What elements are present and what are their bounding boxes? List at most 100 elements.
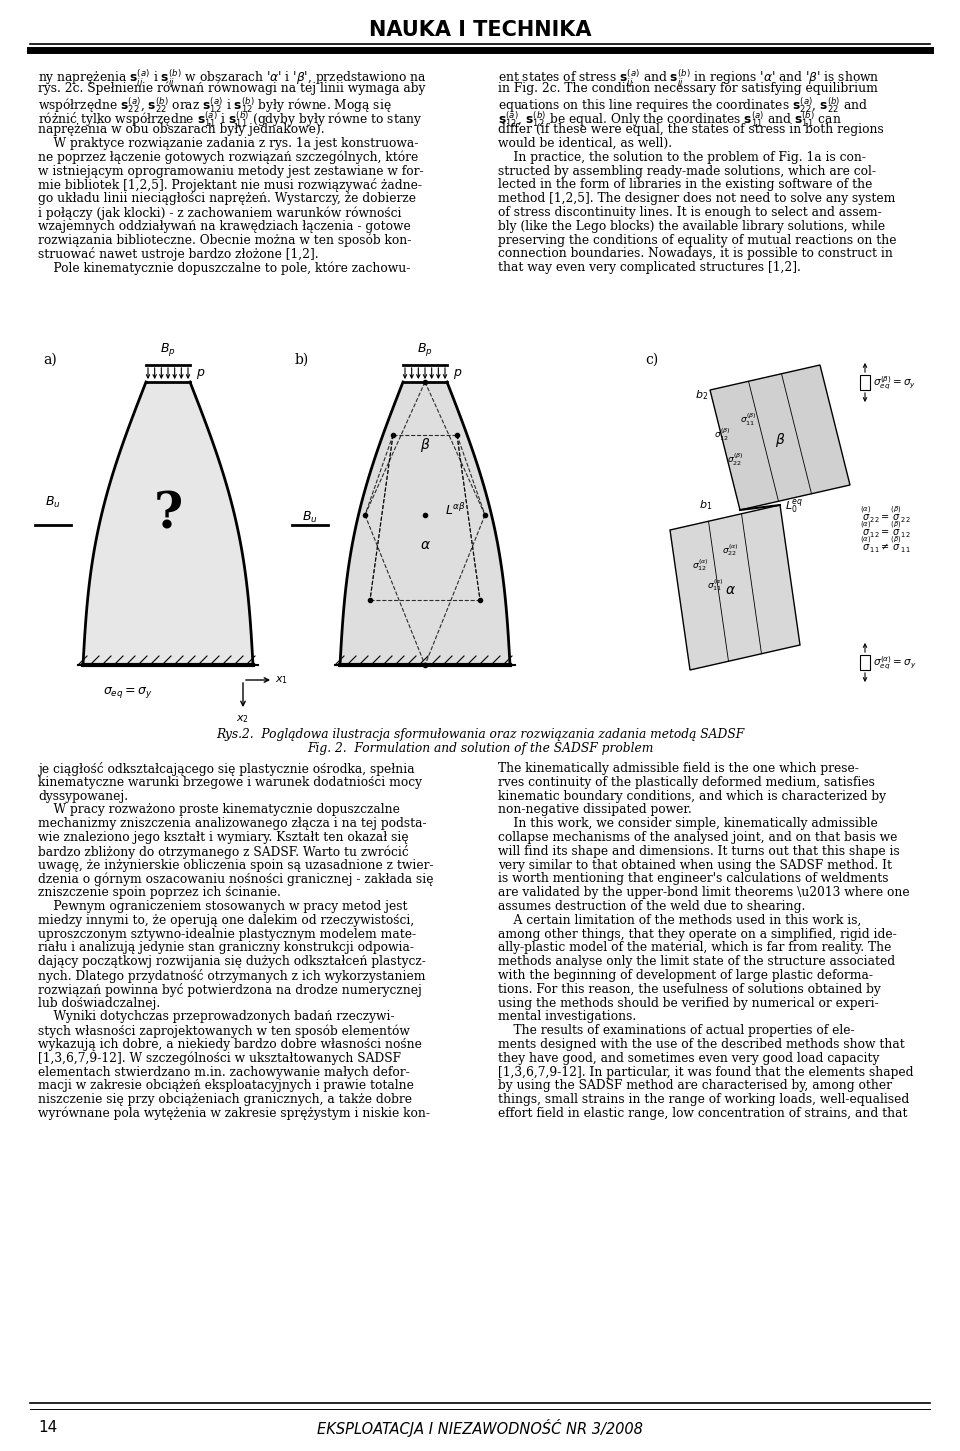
Text: stych własności zaprojektowanych w ten sposób elementów: stych własności zaprojektowanych w ten s… <box>38 1024 410 1037</box>
Text: $\mathbf{s}_{12}^{(a)}$, $\mathbf{s}_{12}^{(b)}$ be equal. Only the coordinates : $\mathbf{s}_{12}^{(a)}$, $\mathbf{s}_{12… <box>498 109 842 129</box>
Text: $\sigma_{22}^{(\beta)}$: $\sigma_{22}^{(\beta)}$ <box>727 451 743 469</box>
Text: rozwiązania biblioteczne. Obecnie można w ten sposób kon-: rozwiązania biblioteczne. Obecnie można … <box>38 234 412 247</box>
Text: uwagę, że inżynierskie obliczenia spoin są uzasadnione z twier-: uwagę, że inżynierskie obliczenia spoin … <box>38 859 434 872</box>
Text: wie znaleziono jego kształt i wymiary. Kształt ten okazał się: wie znaleziono jego kształt i wymiary. K… <box>38 831 409 844</box>
Text: kinematyczne warunki brzegowe i warunek dodatniości mocy: kinematyczne warunki brzegowe i warunek … <box>38 776 422 789</box>
Text: $\sigma_{11}^{(\beta)}$: $\sigma_{11}^{(\beta)}$ <box>740 412 756 428</box>
Text: among other things, that they operate on a simplified, rigid ide-: among other things, that they operate on… <box>498 927 897 940</box>
Text: they have good, and sometimes even very good load capacity: they have good, and sometimes even very … <box>498 1052 879 1065</box>
Text: Fig. 2.  Formulation and solution of the SADSF problem: Fig. 2. Formulation and solution of the … <box>307 741 653 755</box>
Text: lected in the form of libraries in the existing software of the: lected in the form of libraries in the e… <box>498 178 873 192</box>
Text: $B_u$: $B_u$ <box>45 495 60 509</box>
Text: 14: 14 <box>38 1421 58 1435</box>
Text: are validated by the upper-bond limit theorems \u2013 where one: are validated by the upper-bond limit th… <box>498 887 910 900</box>
Text: rys. 2c. Spełnienie równań równowagi na tej linii wymaga aby: rys. 2c. Spełnienie równań równowagi na … <box>38 81 425 96</box>
Text: $L^{\alpha\beta}$: $L^{\alpha\beta}$ <box>445 502 466 518</box>
Text: $\beta$: $\beta$ <box>420 435 430 454</box>
Text: $\sigma_{eq}=\sigma_y$: $\sigma_{eq}=\sigma_y$ <box>103 685 153 699</box>
Text: Wyniki dotychczas przeprowadzonych badań rzeczywi-: Wyniki dotychczas przeprowadzonych badań… <box>38 1010 395 1023</box>
Text: method [1,2,5]. The designer does not need to solve any system: method [1,2,5]. The designer does not ne… <box>498 192 896 205</box>
Text: lub doświadczalnej.: lub doświadczalnej. <box>38 997 160 1010</box>
Text: is worth mentioning that engineer's calculations of weldments: is worth mentioning that engineer's calc… <box>498 872 889 885</box>
Text: $\sigma_{eq}^{(\beta)}=\sigma_y$: $\sigma_{eq}^{(\beta)}=\sigma_y$ <box>873 374 917 392</box>
Text: bly (like the Lego blocks) the available library solutions, while: bly (like the Lego blocks) the available… <box>498 219 885 232</box>
Text: Pole kinematycznie dopuszczalne to pole, które zachowu-: Pole kinematycznie dopuszczalne to pole,… <box>38 261 410 274</box>
Text: $\overset{(\alpha)}{\sigma}_{11} \neq \overset{(\beta)}{\sigma}_{11}$: $\overset{(\alpha)}{\sigma}_{11} \neq \o… <box>860 534 911 556</box>
Text: macji w zakresie obciążeń eksploatacyjnych i prawie totalne: macji w zakresie obciążeń eksploatacyjny… <box>38 1080 414 1093</box>
Text: effort field in elastic range, low concentration of strains, and that: effort field in elastic range, low conce… <box>498 1107 907 1120</box>
Text: riału i analizują jedynie stan graniczny konstrukcji odpowia-: riału i analizują jedynie stan graniczny… <box>38 942 414 955</box>
Text: je ciągłość odkształcającego się plastycznie ośrodka, spełnia: je ciągłość odkształcającego się plastyc… <box>38 762 415 776</box>
Text: miedzy innymi to, że operują one dalekim od rzeczywistości,: miedzy innymi to, że operują one dalekim… <box>38 914 415 927</box>
Text: a): a) <box>43 353 57 367</box>
Text: struować nawet ustroje bardzo złożone [1,2].: struować nawet ustroje bardzo złożone [1… <box>38 248 319 261</box>
Text: with the beginning of development of large plastic deforma-: with the beginning of development of lar… <box>498 969 873 982</box>
Text: ally-plastic model of the material, which is far from reality. The: ally-plastic model of the material, whic… <box>498 942 892 955</box>
Text: $L_0^{eq}$: $L_0^{eq}$ <box>785 498 804 517</box>
Text: W praktyce rozwiązanie zadania z rys. 1a jest konstruowa-: W praktyce rozwiązanie zadania z rys. 1a… <box>38 136 419 149</box>
Text: A certain limitation of the methods used in this work is,: A certain limitation of the methods used… <box>498 914 861 927</box>
Text: ments designed with the use of the described methods show that: ments designed with the use of the descr… <box>498 1037 904 1051</box>
Text: dający początkowj rozwijania się dużych odkształceń plastycz-: dający początkowj rozwijania się dużych … <box>38 955 426 968</box>
Polygon shape <box>670 505 800 670</box>
Text: methods analyse only the limit state of the structure associated: methods analyse only the limit state of … <box>498 955 895 968</box>
Text: $\sigma_{eq}^{(\alpha)}=\sigma_y$: $\sigma_{eq}^{(\alpha)}=\sigma_y$ <box>873 654 917 672</box>
Text: $x_1$: $x_1$ <box>275 675 288 686</box>
Text: using the methods should be verified by numerical or experi-: using the methods should be verified by … <box>498 997 878 1010</box>
Text: $\sigma_{22}^{(\alpha)}$: $\sigma_{22}^{(\alpha)}$ <box>722 543 738 557</box>
Text: will find its shape and dimensions. It turns out that this shape is: will find its shape and dimensions. It t… <box>498 844 900 858</box>
Text: dzenia o górnym oszacowaniu nośności granicznej - zakłada się: dzenia o górnym oszacowaniu nośności gra… <box>38 872 434 887</box>
Text: preserving the conditions of equality of mutual reactions on the: preserving the conditions of equality of… <box>498 234 897 247</box>
Text: nych. Dlatego przydatność otrzymanych z ich wykorzystaniem: nych. Dlatego przydatność otrzymanych z … <box>38 969 425 982</box>
Text: rozwiązań powinna być potwierdzona na drodze numerycznej: rozwiązań powinna być potwierdzona na dr… <box>38 982 421 997</box>
Text: of stress discontinuity lines. It is enough to select and assem-: of stress discontinuity lines. It is eno… <box>498 206 881 219</box>
Text: $x_2$: $x_2$ <box>236 712 250 726</box>
Text: $\sigma_{11}^{(\alpha)}$: $\sigma_{11}^{(\alpha)}$ <box>707 577 723 593</box>
Text: Pewnym ograniczeniem stosowanych w pracy metod jest: Pewnym ograniczeniem stosowanych w pracy… <box>38 900 407 913</box>
Text: In this work, we consider simple, kinematically admissible: In this work, we consider simple, kinema… <box>498 817 877 830</box>
Text: współrzędne $\mathbf{s}_{22}^{(a)}$, $\mathbf{s}_{22}^{(b)}$ oraz $\mathbf{s}_{1: współrzędne $\mathbf{s}_{22}^{(a)}$, $\m… <box>38 96 392 115</box>
Text: ?: ? <box>154 490 182 540</box>
Text: The kinematically admissible field is the one which prese-: The kinematically admissible field is th… <box>498 762 859 775</box>
Text: elementach stwierdzano m.in. zachowywanie małych defor-: elementach stwierdzano m.in. zachowywani… <box>38 1065 410 1078</box>
Text: $\alpha$: $\alpha$ <box>420 538 430 551</box>
Text: kinematic boundary conditions, and which is characterized by: kinematic boundary conditions, and which… <box>498 789 886 802</box>
Text: niszczenie się przy obciążeniach granicznych, a także dobre: niszczenie się przy obciążeniach granicz… <box>38 1093 412 1106</box>
Text: mental investigations.: mental investigations. <box>498 1010 636 1023</box>
Polygon shape <box>340 382 510 665</box>
Text: by using the SADSF method are characterised by, among other: by using the SADSF method are characteri… <box>498 1080 892 1093</box>
Text: The results of examinations of actual properties of ele-: The results of examinations of actual pr… <box>498 1024 854 1037</box>
Text: $b_1$: $b_1$ <box>699 498 712 512</box>
Text: things, small strains in the range of working loads, well-equalised: things, small strains in the range of wo… <box>498 1093 909 1106</box>
Text: $\sigma_{12}^{(\beta)}$: $\sigma_{12}^{(\beta)}$ <box>713 427 731 443</box>
Text: NAUKA I TECHNIKA: NAUKA I TECHNIKA <box>369 20 591 41</box>
Text: $\overset{(\alpha)}{\sigma}_{22} = \overset{(\beta)}{\sigma}_{22}$: $\overset{(\alpha)}{\sigma}_{22} = \over… <box>860 505 910 525</box>
Text: rves continuity of the plastically deformed medium, satisfies: rves continuity of the plastically defor… <box>498 776 875 789</box>
Text: i połączy (jak klocki) - z zachowaniem warunków równości: i połączy (jak klocki) - z zachowaniem w… <box>38 206 401 219</box>
Polygon shape <box>83 382 253 665</box>
Text: naprężenia w obu obszarach były jednakowe).: naprężenia w obu obszarach były jednakow… <box>38 123 324 136</box>
Text: assumes destruction of the weld due to shearing.: assumes destruction of the weld due to s… <box>498 900 805 913</box>
Text: b): b) <box>295 353 309 367</box>
Text: uproszczonym sztywno-idealnie plastycznym modelem mate-: uproszczonym sztywno-idealnie plastyczny… <box>38 927 416 940</box>
Text: $B_p$: $B_p$ <box>418 341 433 358</box>
Polygon shape <box>860 654 870 670</box>
Text: ent states of stress $\mathbf{s}_{ij}^{(a)}$ and $\mathbf{s}_{ij}^{(b)}$ in regi: ent states of stress $\mathbf{s}_{ij}^{(… <box>498 68 879 90</box>
Text: tions. For this reason, the usefulness of solutions obtained by: tions. For this reason, the usefulness o… <box>498 982 880 995</box>
Text: $b_2$: $b_2$ <box>695 387 708 402</box>
Text: zniszczenie spoin poprzez ich ścinanie.: zniszczenie spoin poprzez ich ścinanie. <box>38 887 281 900</box>
Text: $p$: $p$ <box>453 367 463 382</box>
Text: non-negative dissipated power.: non-negative dissipated power. <box>498 804 692 817</box>
Text: wykazują ich dobre, a niekiedy bardzo dobre własności nośne: wykazują ich dobre, a niekiedy bardzo do… <box>38 1037 421 1051</box>
Text: ne poprzez łączenie gotowych rozwiązań szczególnych, które: ne poprzez łączenie gotowych rozwiązań s… <box>38 151 419 164</box>
Text: Rys.2.  Poglądowa ilustracja sformułowania oraz rozwiązania zadania metodą SADSF: Rys.2. Poglądowa ilustracja sformułowani… <box>216 728 744 741</box>
Text: W pracy rozważono proste kinematycznie dopuszczalne: W pracy rozważono proste kinematycznie d… <box>38 804 400 817</box>
Text: would be identical, as well).: would be identical, as well). <box>498 136 672 149</box>
Text: $\sigma_{12}^{(\alpha)}$: $\sigma_{12}^{(\alpha)}$ <box>691 557 708 573</box>
Text: mechanizmy zniszczenia analizowanego złącza i na tej podsta-: mechanizmy zniszczenia analizowanego złą… <box>38 817 426 830</box>
Text: $\alpha$: $\alpha$ <box>725 583 735 596</box>
Text: ny naprężenia $\mathbf{s}_{ij}^{(a)}$ i $\mathbf{s}_{ij}^{(b)}$ w obszarach '$\a: ny naprężenia $\mathbf{s}_{ij}^{(a)}$ i … <box>38 68 426 90</box>
Text: equations on this line requires the coordinates $\mathbf{s}_{22}^{(a)}$, $\mathb: equations on this line requires the coor… <box>498 96 868 115</box>
Text: w istniejącym oprogramowaniu metody jest zestawiane w for-: w istniejącym oprogramowaniu metody jest… <box>38 164 423 177</box>
Text: $\overset{(\alpha)}{\sigma}_{12} = \overset{(\beta)}{\sigma}_{12}$: $\overset{(\alpha)}{\sigma}_{12} = \over… <box>860 519 910 540</box>
